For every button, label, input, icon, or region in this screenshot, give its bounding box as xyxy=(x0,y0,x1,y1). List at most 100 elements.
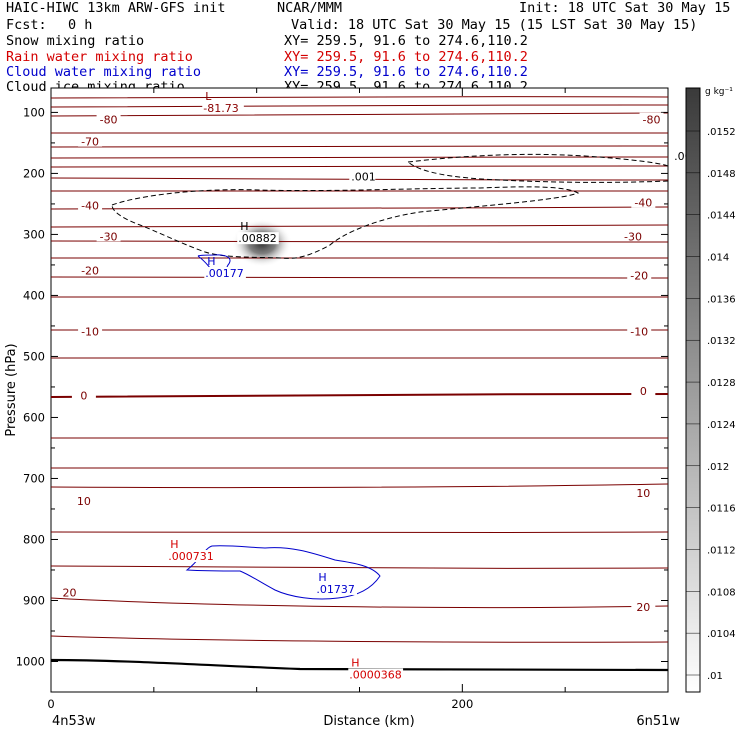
temp-label-bg xyxy=(78,198,103,211)
colorbar-label: .0132 xyxy=(707,336,736,347)
extremum-value-bg xyxy=(348,668,404,681)
extremum-mark: H xyxy=(170,538,178,551)
colorbar-label: .0108 xyxy=(707,587,736,598)
temperature-label: -80 xyxy=(100,114,118,127)
isotherm-line xyxy=(51,96,668,99)
colorbar-label: .0116 xyxy=(707,504,736,515)
y-axis-title: Pressure (hPa) xyxy=(4,343,19,436)
colorbar-label: .0144 xyxy=(707,211,736,222)
temp-label-bg xyxy=(627,324,652,337)
y-tick-label: 800 xyxy=(23,532,45,546)
isotherm-line xyxy=(51,104,668,108)
temperature-label: 20 xyxy=(63,587,77,600)
y-tick-label: 500 xyxy=(23,349,45,363)
colorbar-label: .0112 xyxy=(707,545,736,556)
extremum-mark: L xyxy=(205,90,212,103)
fcst-label: Fcst: xyxy=(6,17,47,33)
field-label-snow: Snow mixing ratio xyxy=(6,33,145,49)
model-title: HAIC-HIWC 13km ARW-GFS init xyxy=(6,0,226,16)
cloud-water-contour-lower xyxy=(185,545,381,600)
temp-label-bg xyxy=(631,486,656,499)
extremum-value-bg xyxy=(167,550,216,563)
ice-contour-label: .001 xyxy=(351,170,376,183)
temp-label-bg xyxy=(57,585,82,598)
colorbar-label: .01 xyxy=(707,671,723,682)
extremum-mark: H xyxy=(207,255,215,268)
colorbar-label: .0152 xyxy=(707,127,736,138)
isotherm-line xyxy=(51,483,668,489)
temperature-label: -40 xyxy=(81,200,99,213)
temp-label-bg xyxy=(71,388,96,401)
extremum-value-bg xyxy=(202,102,244,115)
temp-label-bg xyxy=(78,324,103,337)
isotherm-line xyxy=(51,165,668,168)
temperature-label: 10 xyxy=(77,495,91,508)
isotherm-line xyxy=(51,597,668,609)
y-tick-label: 600 xyxy=(23,410,45,424)
colorbar-label: .0148 xyxy=(707,169,736,180)
colorbar-label: .014 xyxy=(707,253,729,264)
temperature-label: -10 xyxy=(81,325,99,338)
cloud-ice-contour-upper xyxy=(407,153,668,183)
colorbar-ticks: .0152 .0148 .0144 .014 .0136 .0132 .0128 .0124.… xyxy=(686,127,736,682)
terrain-line xyxy=(51,658,668,672)
extrema-labels: L-81.73H.00882H.00177H.000731H.01737H.00… xyxy=(167,90,404,681)
temperature-label: -20 xyxy=(630,269,648,282)
fcst-value: 0 h xyxy=(68,17,93,33)
y-tick-label: 700 xyxy=(23,471,45,485)
temperature-label: -20 xyxy=(81,264,99,277)
isotherm-line xyxy=(51,177,668,181)
field-label-rain: Rain water mixing ratio xyxy=(6,49,193,65)
colorbar-label: .0104 xyxy=(707,629,736,640)
temperature-label: -40 xyxy=(634,197,652,210)
temp-label-bg xyxy=(627,268,652,281)
temperature-label: 0 xyxy=(80,389,87,402)
y-tick-label: 100 xyxy=(23,105,45,119)
extremum-mark: H xyxy=(240,220,248,233)
temperature-label: -10 xyxy=(630,325,648,338)
colorbar-unit: g kg⁻¹ xyxy=(705,87,733,97)
init-time: Init: 18 UTC Sat 30 May 15 xyxy=(519,0,731,16)
x-tick-label: 200 xyxy=(451,697,473,711)
x-endpoint-left: 4n53w xyxy=(52,714,96,729)
temp-label-bg xyxy=(631,600,656,613)
temp-label-bg xyxy=(639,112,664,125)
field-xy-cloud-water: XY= 259.5, 91.6 to 274.6,110.2 xyxy=(284,64,528,80)
extremum-value: .000731 xyxy=(168,550,214,563)
isotherm-line xyxy=(51,635,668,643)
extremum-value: .01737 xyxy=(316,583,355,596)
ice-label-bg xyxy=(349,170,376,183)
extremum-value: .0000368 xyxy=(349,668,402,681)
colorbar-label: .0136 xyxy=(707,294,736,305)
temperature-label: 0 xyxy=(640,385,647,398)
y-tick-label: 300 xyxy=(23,227,45,241)
x-axis-title: Distance (km) xyxy=(323,714,414,729)
extremum-value: -81.73 xyxy=(203,102,238,115)
isotherm-line xyxy=(51,531,668,534)
y-tick-label: 400 xyxy=(23,288,45,302)
temp-label-bg xyxy=(78,263,103,276)
valid-time: Valid: 18 UTC Sat 30 May 15 (15 LST Sat … xyxy=(291,17,698,33)
temperature-label: -30 xyxy=(100,230,118,243)
y-tick-label: 900 xyxy=(23,593,45,607)
temp-label-bg xyxy=(631,195,656,208)
isotherm-line xyxy=(51,240,668,243)
center-label: NCAR/MMM xyxy=(277,0,343,16)
y-tick-label: 200 xyxy=(23,166,45,180)
extremum-value: .00882 xyxy=(238,232,276,245)
extremum-mark: H xyxy=(318,571,326,584)
extremum-value-bg xyxy=(315,582,357,595)
x-tick-label: 0 xyxy=(47,697,54,711)
temp-label-bg xyxy=(71,494,96,507)
temperature-label: -70 xyxy=(81,136,99,149)
colorbar xyxy=(685,87,701,693)
extremum-value: .00177 xyxy=(205,267,244,280)
isotherm-line xyxy=(51,276,668,279)
isotherm-line xyxy=(51,206,668,210)
zero-isotherm-line xyxy=(51,393,668,398)
plot-frame xyxy=(50,87,669,693)
y-tick-label: 1000 xyxy=(16,654,45,668)
field-xy-rain: XY= 259.5, 91.6 to 274.6,110.2 xyxy=(284,49,528,65)
temperature-label: -80 xyxy=(643,114,661,127)
